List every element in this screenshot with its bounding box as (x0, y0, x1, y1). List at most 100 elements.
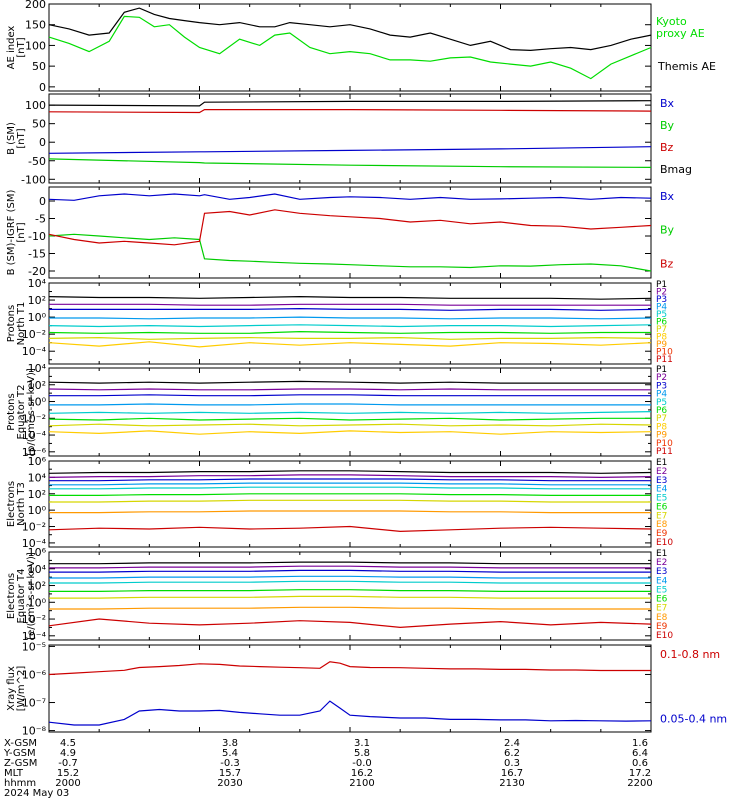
series-p8 (48, 341, 652, 348)
legend-entry: P2 (656, 373, 667, 383)
y-tick-label: 100 (25, 99, 46, 112)
y-tick-label: -50 (28, 155, 46, 168)
y-tick-label: 150 (25, 19, 46, 32)
panel-frame (48, 367, 652, 457)
series-e4 (49, 575, 651, 579)
orbit-value: 2100 (349, 778, 374, 789)
series-p6 (48, 417, 651, 421)
orbit-value: 2130 (499, 778, 524, 789)
orbit-value: 2200 (627, 778, 652, 789)
series-p5 (48, 411, 652, 414)
legend-entry: E7 (656, 604, 667, 614)
y-tick-label: 10² (28, 294, 46, 307)
orbit-value: 16.2 (351, 768, 373, 779)
series-e1 (49, 561, 651, 565)
y-tick-label: 10⁰ (28, 596, 47, 609)
y-tick-label: 10⁻⁴ (22, 537, 47, 550)
y-axis-label: ProtonsNorth T1 (6, 302, 27, 346)
legend-entry: E8 (656, 520, 668, 530)
series-0-05-0-4-nm (48, 700, 652, 726)
legend-entry: P8 (656, 333, 667, 343)
legend-entry: P10 (656, 348, 673, 358)
orbit-value: 4.5 (60, 738, 76, 749)
series-p1 (48, 295, 652, 300)
panel-frame (48, 460, 652, 548)
legend-entry: E4 (656, 576, 668, 586)
legend-entry: E5 (656, 585, 667, 595)
series-e1 (48, 470, 652, 474)
orbit-value: 15.7 (219, 768, 241, 779)
y-axis-label: AE index[nT] (6, 26, 27, 70)
panel-1: 0 50 100 150 200 AE index[nT] Kyoto proxy AE The… (6, 0, 716, 94)
orbit-value: 1.6 (632, 738, 648, 749)
y-tick-label: 10⁻² (22, 412, 46, 425)
series-bx (48, 193, 652, 201)
panel-frame (48, 282, 652, 365)
legend-entry: E7 (656, 511, 667, 521)
series-bx (48, 146, 652, 154)
y-tick-label: 10⁻⁴ (22, 429, 47, 442)
y-tick-label: -5 (35, 213, 46, 226)
series-by (48, 158, 652, 168)
orbit-value: 15.2 (57, 768, 79, 779)
legend-entry: Bz (660, 257, 674, 270)
y-tick-label: 10⁴ (28, 563, 47, 576)
y-tick-label: 10⁻⁴ (22, 345, 47, 358)
y-axis-label: B (SM)-IGRF (SM)[nT] (6, 190, 27, 276)
orbit-value: 5.8 (354, 748, 370, 759)
legend-entry: P11 (656, 447, 673, 457)
legend-entry: P1 (656, 280, 667, 290)
legend-entry: P9 (656, 431, 667, 441)
series-p1 (48, 380, 651, 384)
series-p4 (49, 403, 651, 406)
series-bz (48, 209, 652, 246)
legend-entry: P4 (656, 303, 667, 313)
legend-entry: Bz (660, 141, 674, 154)
orbit-value: 2000 (55, 778, 80, 789)
orbit-value: -0.7 (58, 758, 78, 769)
y-tick-label: 10⁴ (28, 362, 47, 375)
series-themis-ae (48, 7, 652, 52)
y-tick-label: 10⁻² (22, 328, 46, 341)
series-p3 (49, 394, 651, 397)
legend-entry: Bx (660, 190, 675, 203)
y-tick-label: -100 (21, 173, 46, 186)
orbit-value: 17.2 (629, 768, 651, 779)
y-axis-label: B (SM)[nT] (6, 122, 27, 155)
y-tick-label: 10⁻⁶ (22, 668, 47, 681)
legend-entry: E10 (656, 538, 673, 548)
y-axis-label: Xray flux[W/m^2] (6, 666, 27, 712)
series-p4 (49, 316, 652, 320)
series-e7 (49, 595, 651, 599)
series-bmag (48, 100, 652, 107)
series-e6 (49, 589, 651, 593)
y-tick-label: 0 (39, 81, 46, 94)
y-axis-label: ProtonsEquator T2[p/(cm²-s-sr-keV)] (6, 368, 37, 456)
y-tick-label: 10⁻⁸ (22, 725, 47, 738)
legend-entry: By (660, 224, 675, 237)
y-tick-label: 10⁻⁶ (22, 446, 47, 459)
y-tick-label: 0 (39, 195, 46, 208)
legend-entry: P3 (656, 381, 667, 391)
series-p8 (48, 430, 652, 435)
orbit-value: 2030 (217, 778, 242, 789)
y-tick-label: 0 (39, 136, 46, 149)
orbit-value: -0.0 (352, 758, 372, 769)
legend-entry: P9 (656, 340, 667, 350)
date-label: 2024 May 03 (4, 788, 69, 799)
y-tick-label: 10² (28, 580, 46, 593)
series-e3 (49, 569, 651, 573)
y-tick-label: 10⁴ (28, 471, 47, 484)
legend-entry: P7 (656, 325, 667, 335)
y-tick-label: 10⁰ (28, 396, 47, 409)
y-tick-label: 10⁰ (28, 504, 47, 517)
y-tick-label: 10⁻² (22, 521, 46, 534)
y-tick-label: 10⁻⁷ (22, 697, 46, 710)
y-tick-label: 10² (28, 379, 46, 392)
panel-8: 10⁻⁸ 10⁻⁷ 10⁻⁶ 10⁻⁵ Xray flux[W/m^2] 0.1-0.8 … (6, 640, 727, 737)
y-tick-label: 200 (25, 0, 46, 11)
